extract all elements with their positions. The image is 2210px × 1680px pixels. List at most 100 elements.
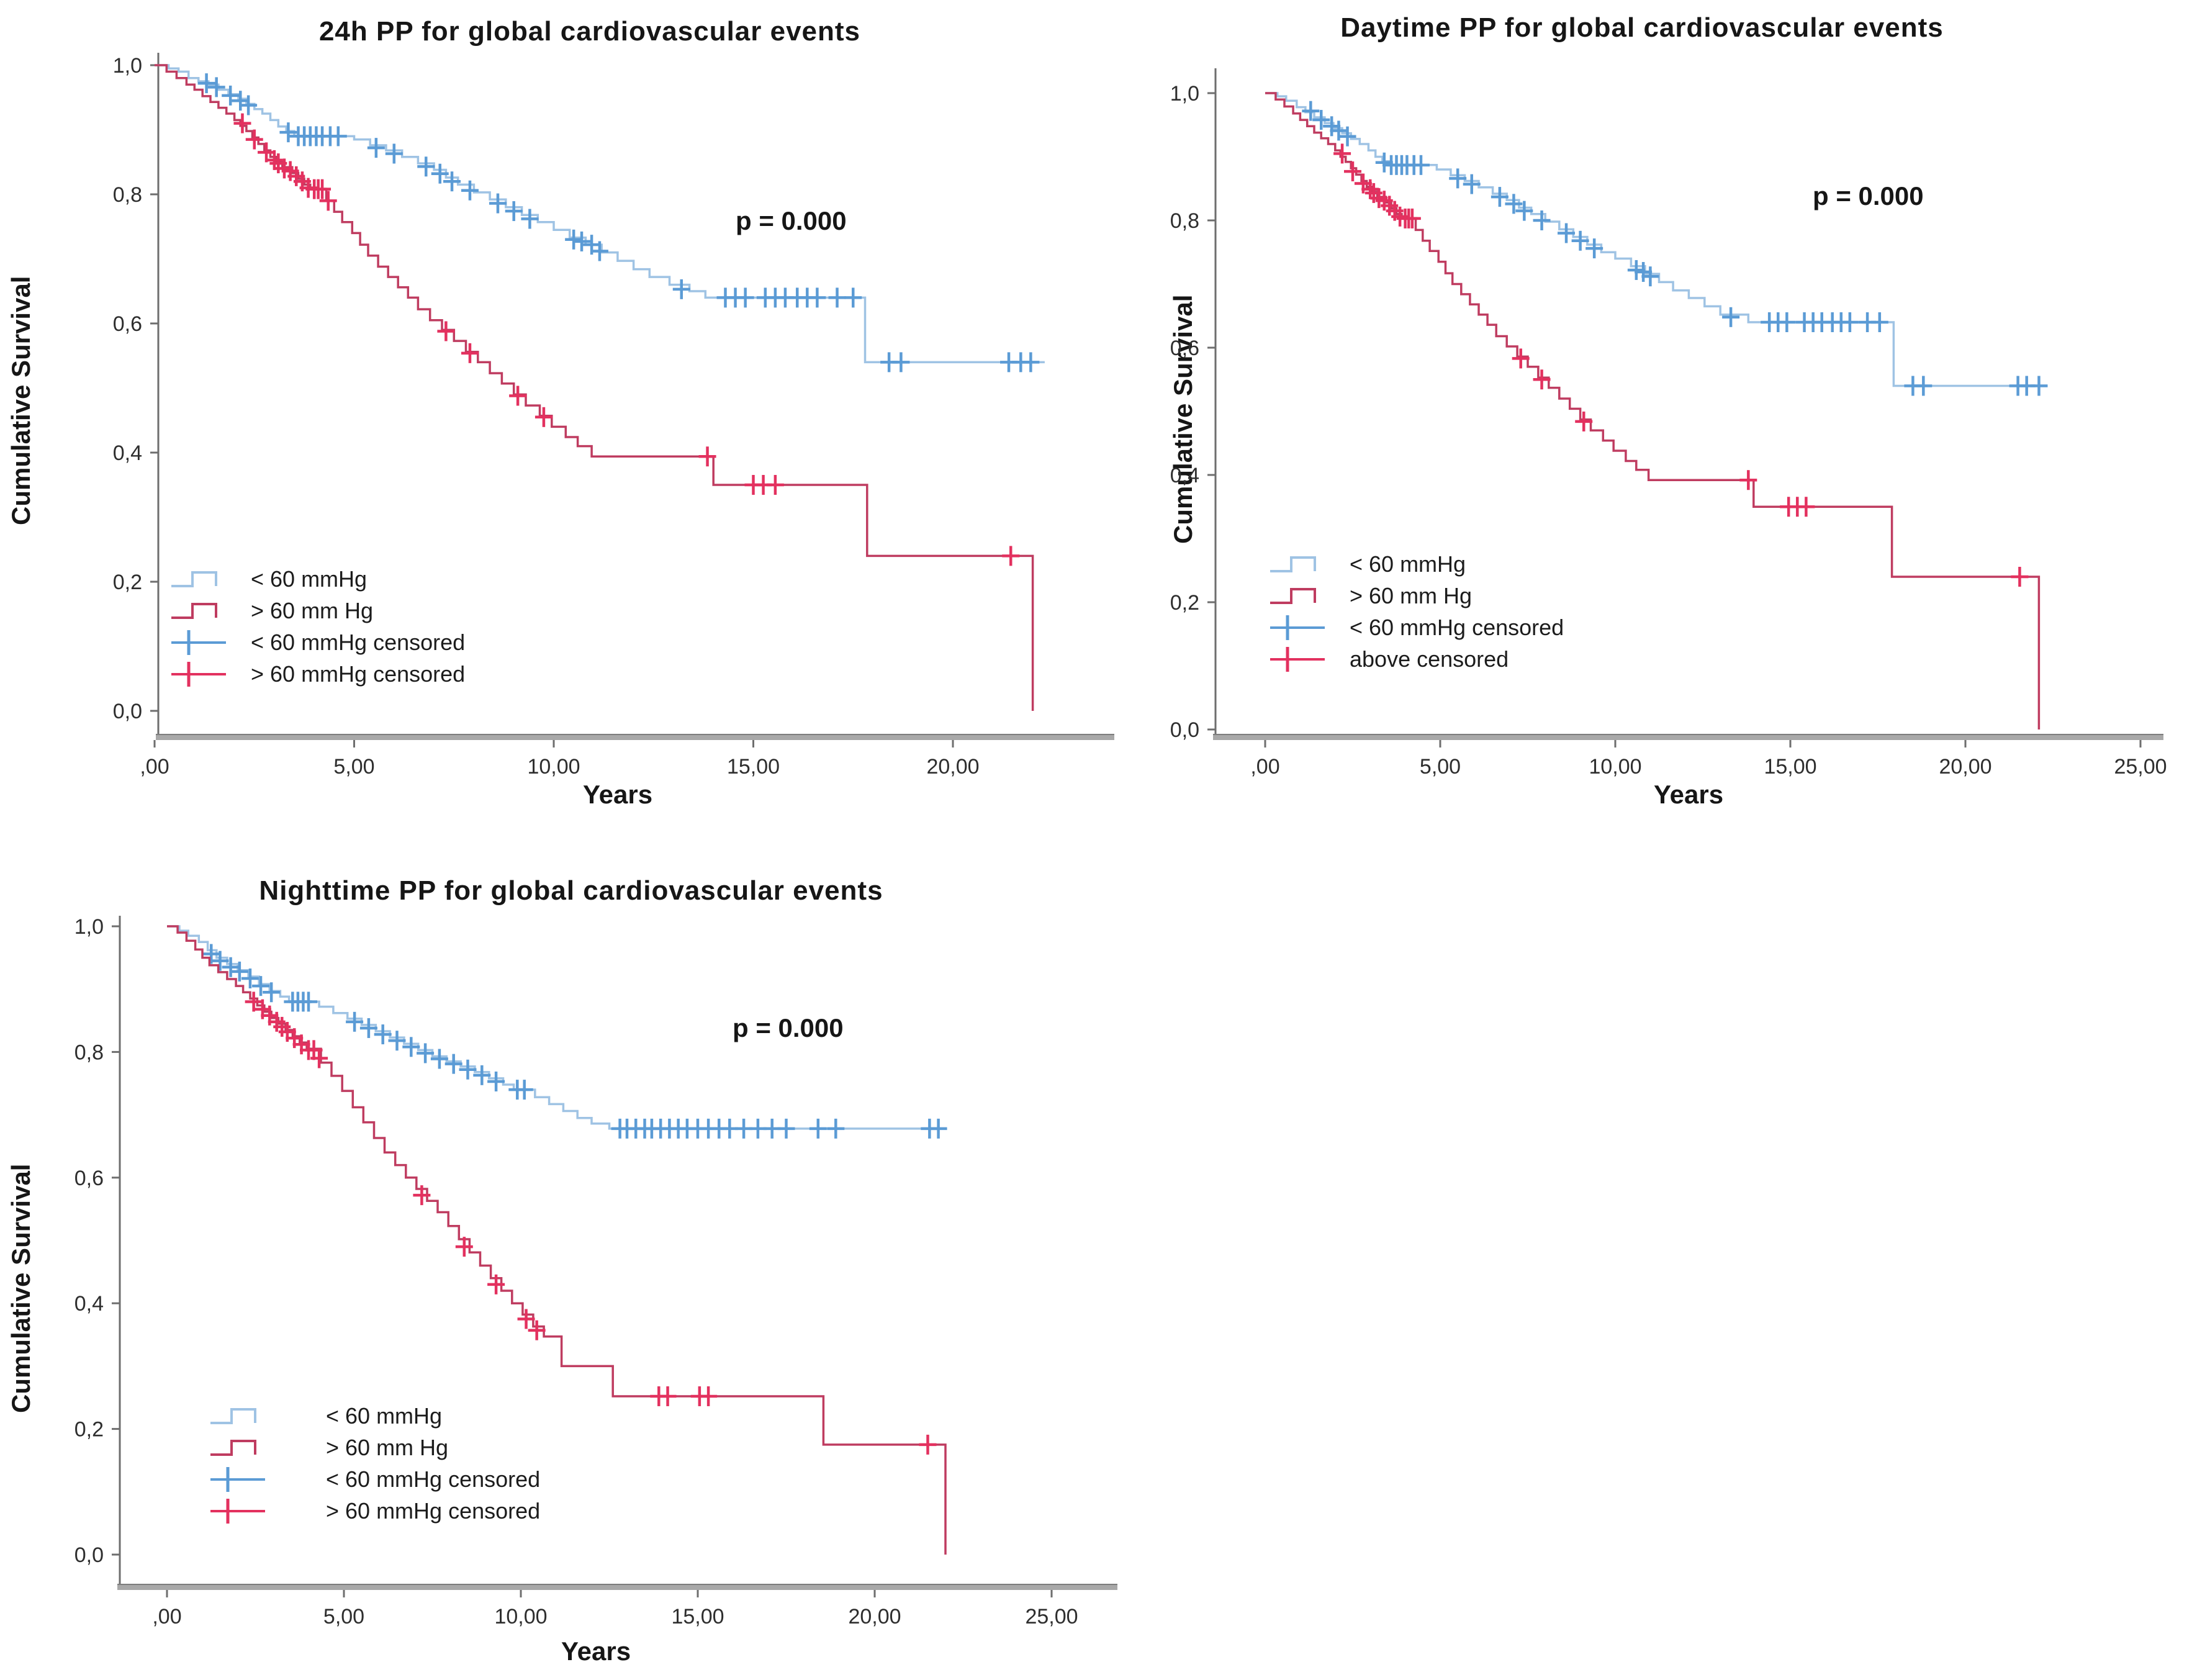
- chart-title: 24h PP for global cardiovascular events: [318, 16, 861, 47]
- chart-title: Daytime PP for global cardiovascular eve…: [1340, 12, 1944, 43]
- legend-censor-sample-icon: [1270, 615, 1325, 640]
- x-tick-label: 15,00: [727, 755, 780, 779]
- x-tick-label: 25,00: [2114, 755, 2167, 779]
- censor-marks: [202, 944, 947, 1139]
- y-tick-label: 0,6: [74, 1167, 104, 1190]
- censor-marks: [233, 113, 1020, 566]
- y-tick-label: 0,0: [74, 1543, 104, 1567]
- y-tick-label: 0,6: [1170, 336, 1199, 360]
- y-tick-label: 0,0: [1170, 718, 1199, 742]
- legend-line-sample-icon: [1270, 588, 1316, 604]
- x-tick-label: 20,00: [848, 1605, 901, 1628]
- legend-item: > 60 mmHg censored: [169, 661, 465, 687]
- x-tick-label: 15,00: [1764, 755, 1816, 779]
- legend-label: > 60 mm Hg: [251, 598, 374, 623]
- plot-area: ,00 5,00 10,00 15,00 20,00 25,00 0,0 0,2 0,4 0,6 0…: [74, 915, 1117, 1628]
- p-value-annotation: p = 0.000: [733, 1013, 844, 1042]
- km-curve: [1265, 92, 2041, 729]
- legend-label: < 60 mmHg: [1350, 551, 1466, 577]
- x-axis-title: Years: [582, 780, 653, 809]
- censor-marks: [197, 73, 1040, 373]
- legend: < 60 mmHg > 60 mm Hg < 60 mmHg censored …: [169, 566, 465, 687]
- legend-line-sample-icon: [171, 571, 217, 587]
- legend-item: < 60 mmHg censored: [208, 1466, 540, 1493]
- y-tick-label: 0,6: [113, 312, 142, 336]
- legend-line-sample-icon: [1270, 556, 1316, 572]
- km-chart-daytime-pp: Daytime PP for global cardiovascular eve…: [1167, 0, 2210, 844]
- x-tick-label: 10,00: [527, 755, 580, 779]
- km-curve: [1265, 92, 2048, 387]
- legend-item: above censored: [1268, 646, 1564, 672]
- km-curve: [155, 64, 1034, 711]
- x-tick-label: 10,00: [1589, 755, 1641, 779]
- legend-item: < 60 mmHg: [169, 566, 465, 592]
- km-chart-nighttime-pp: Nighttime PP for global cardiovascular e…: [0, 844, 1167, 1680]
- km-chart-24h-pp: 24h PP for global cardiovascular events …: [0, 0, 1167, 844]
- legend-item: < 60 mmHg: [208, 1403, 540, 1429]
- legend-censor-sample-icon: [1270, 647, 1325, 672]
- legend-label: > 60 mm Hg: [326, 1435, 449, 1460]
- km-curve: [155, 64, 1045, 364]
- plot-area: ,00 5,00 10,00 15,00 20,00 25,00 0,0 0,2 0,4 0,6 0…: [1170, 68, 2167, 779]
- legend-item: > 60 mm Hg: [208, 1435, 540, 1461]
- legend-line-sample-icon: [210, 1440, 256, 1456]
- x-tick-label: 20,00: [926, 755, 979, 779]
- y-tick-label: 0,8: [74, 1041, 104, 1064]
- censor-marks: [1302, 101, 2048, 396]
- x-axis-title: Years: [1653, 780, 1724, 809]
- x-tick-label: 20,00: [1939, 755, 1991, 779]
- y-tick-label: 0,4: [113, 441, 142, 465]
- legend-item: > 60 mm Hg: [1268, 583, 1564, 609]
- y-tick-label: 1,0: [113, 54, 142, 78]
- km-curve: [167, 925, 947, 1555]
- y-tick-label: 1,0: [1170, 82, 1199, 106]
- y-tick-label: 0,2: [113, 571, 142, 594]
- legend-item: > 60 mm Hg: [169, 598, 465, 624]
- legend-line-sample-icon: [171, 603, 217, 619]
- y-tick-label: 0,4: [1170, 464, 1199, 487]
- legend-item: > 60 mmHg censored: [208, 1498, 540, 1524]
- x-tick-label: ,00: [152, 1605, 181, 1628]
- legend-item: < 60 mmHg: [1268, 551, 1564, 577]
- legend-item: < 60 mmHg censored: [169, 630, 465, 656]
- censor-marks: [245, 991, 937, 1455]
- legend-censor-sample-icon: [210, 1467, 265, 1492]
- y-tick-label: 0,2: [1170, 591, 1199, 615]
- legend-label: < 60 mmHg censored: [1350, 615, 1564, 640]
- p-value-annotation: p = 0.000: [1813, 181, 1924, 210]
- censor-marks: [1333, 143, 2029, 587]
- y-tick-label: 0,8: [113, 183, 142, 207]
- x-tick-label: 10,00: [494, 1605, 547, 1628]
- y-tick-label: 0,0: [113, 700, 142, 723]
- y-tick-label: 0,8: [1170, 209, 1199, 233]
- x-axis-title: Years: [561, 1637, 631, 1666]
- legend: < 60 mmHg > 60 mm Hg < 60 mmHg censored …: [1268, 551, 1564, 672]
- legend-label: < 60 mmHg censored: [326, 1466, 541, 1492]
- legend-label: < 60 mmHg censored: [251, 630, 466, 655]
- y-tick-label: 0,2: [74, 1418, 104, 1442]
- p-value-annotation: p = 0.000: [736, 206, 847, 235]
- legend-label: < 60 mmHg: [326, 1403, 443, 1429]
- legend-censor-sample-icon: [171, 630, 226, 655]
- legend-label: > 60 mmHg censored: [326, 1498, 541, 1524]
- x-tick-label: 5,00: [1420, 755, 1461, 779]
- legend-censor-sample-icon: [171, 662, 226, 687]
- x-tick-label: 25,00: [1025, 1605, 1078, 1628]
- plot-area: ,00 5,00 10,00 15,00 20,00 0,0 0,2 0,4 0,6 0,8 1,0: [113, 53, 1114, 779]
- x-tick-label: ,00: [1250, 755, 1279, 779]
- chart-title: Nighttime PP for global cardiovascular e…: [259, 875, 883, 906]
- legend-label: < 60 mmHg: [251, 566, 368, 592]
- legend-label: above censored: [1350, 646, 1509, 672]
- legend-line-sample-icon: [210, 1408, 256, 1424]
- y-tick-label: 0,4: [74, 1292, 104, 1316]
- legend-item: < 60 mmHg censored: [1268, 615, 1564, 641]
- legend-label: > 60 mmHg censored: [251, 661, 466, 687]
- x-tick-label: 15,00: [671, 1605, 724, 1628]
- legend-censor-sample-icon: [210, 1499, 265, 1524]
- x-tick-label: ,00: [140, 755, 169, 779]
- legend-label: > 60 mm Hg: [1350, 583, 1473, 608]
- x-tick-label: 5,00: [333, 755, 374, 779]
- x-tick-label: 5,00: [323, 1605, 364, 1628]
- y-tick-label: 1,0: [74, 915, 104, 939]
